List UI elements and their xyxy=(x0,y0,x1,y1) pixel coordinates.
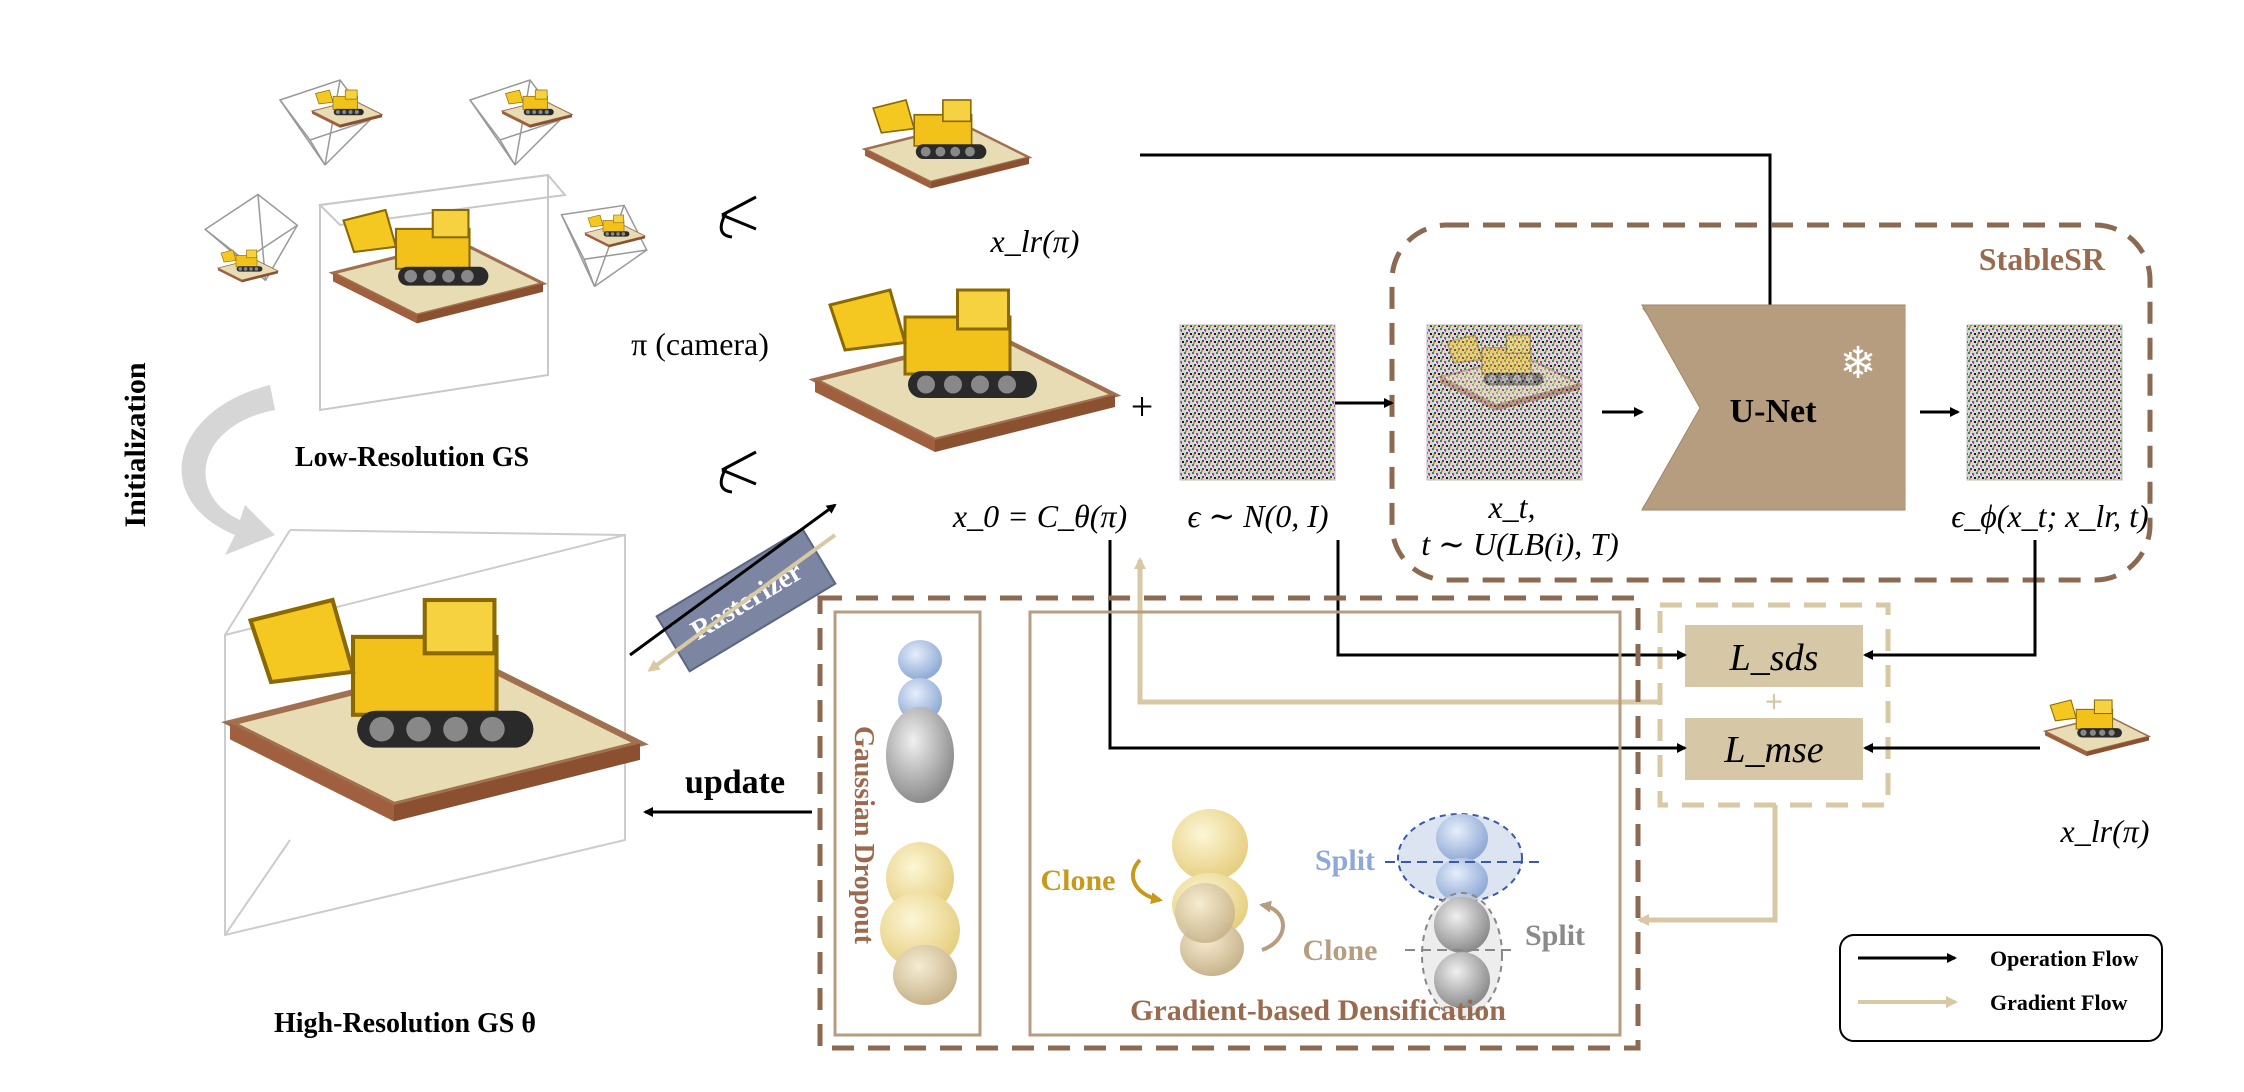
excavator-image xyxy=(584,214,646,248)
gaussian-dropout-shapes xyxy=(880,640,960,1005)
update-label: update xyxy=(685,764,785,801)
eps-to-lsds-arrow xyxy=(1336,540,1687,660)
x-lr-top-label: x_lr(π) xyxy=(990,223,1080,259)
l-sds-box xyxy=(1685,625,1863,687)
loss-grad-to-x0-arrow xyxy=(1134,557,1660,705)
xlr-to-unet-arrow xyxy=(1140,153,1775,317)
legend-operation-label: Operation Flow xyxy=(1990,946,2139,971)
densification-box xyxy=(1028,610,1622,1037)
low-res-gs-box xyxy=(317,173,567,412)
l-sds-label: L_sds xyxy=(1729,637,1819,679)
high-res-gs-label: High-Resolution GS θ xyxy=(274,1008,536,1039)
rasterizer-out-arrow xyxy=(629,503,837,657)
x-lr-right-label: x_lr(π) xyxy=(2060,813,2150,849)
epsphi-to-lsds-arrow xyxy=(1863,540,2037,660)
excavator-image xyxy=(311,89,383,129)
noise-image xyxy=(1966,324,2123,481)
unet-notch xyxy=(1862,305,1905,510)
xt-label-line2: t ∼ U(LB(i), T) xyxy=(1421,526,1618,562)
clone-left-label: Clone xyxy=(1041,864,1116,897)
eye-icon xyxy=(719,195,758,239)
clone-right-label: Clone xyxy=(1303,934,1378,967)
rasterizer-grad-arrow xyxy=(647,533,837,672)
legend-gradient-label: Gradient Flow xyxy=(1990,990,2128,1015)
split-top-label: Split xyxy=(1315,844,1375,877)
loss-plus: + xyxy=(1765,683,1783,719)
l-mse-box xyxy=(1685,718,1863,780)
excavator-image xyxy=(217,249,279,283)
gaussian-dropout-label: Gaussian Dropout xyxy=(848,726,879,945)
noise-image xyxy=(1179,324,1336,481)
excavator-image xyxy=(501,89,573,129)
excavator-image xyxy=(815,290,1115,452)
split-bottom-label: Split xyxy=(1525,919,1585,952)
epsilon-label: ϵ ∼ N(0, I) xyxy=(1187,498,1328,534)
plus-sign: + xyxy=(1131,384,1154,429)
eps-phi-label: ϵ_ϕ(x_t; x_lr, t) xyxy=(1951,498,2148,534)
l-mse-label: L_mse xyxy=(1723,729,1823,771)
dropout-densify-outer xyxy=(817,595,1641,1051)
loss-grad-to-densify-arrow xyxy=(1637,805,1778,926)
camera-label: π (camera) xyxy=(631,326,769,362)
gaussian-dropout-box xyxy=(833,610,982,1037)
xt-label-line1: x_t, xyxy=(1487,489,1535,525)
clone-right-arrow xyxy=(1259,900,1285,952)
split-shapes xyxy=(1397,813,1523,1018)
camera-frustum-icon xyxy=(549,194,655,296)
x0-label: x_0 = C_θ(π) xyxy=(952,498,1127,534)
initialization-arrow xyxy=(181,385,275,555)
low-res-gs-label: Low-Resolution GS xyxy=(295,442,529,473)
legend-box xyxy=(1839,934,2163,1042)
unet-label: U-Net xyxy=(1730,393,1818,430)
excavator-image xyxy=(2044,699,2150,757)
eye-icon xyxy=(719,450,758,494)
excavator-image xyxy=(863,98,1031,190)
initialization-label: Initialization xyxy=(119,362,152,527)
high-res-gs-box xyxy=(224,529,640,937)
clone-left-arrow xyxy=(1130,858,1163,905)
stablesr-label: StableSR xyxy=(1979,241,2106,277)
unet-shape xyxy=(1641,304,1906,511)
densification-label: Gradient-based Densification xyxy=(1130,994,1506,1027)
x0-to-lmse-arrow xyxy=(1108,540,1687,753)
snowflake-icon: ❄ xyxy=(1840,339,1877,388)
clone-shapes xyxy=(1172,809,1248,976)
